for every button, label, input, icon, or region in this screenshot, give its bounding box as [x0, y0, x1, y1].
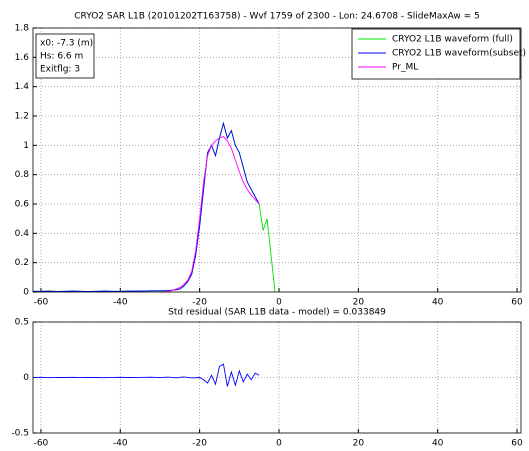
- annotation: Exitflg: 3: [40, 65, 80, 75]
- x-tick-label: -60: [34, 439, 49, 448]
- annotation-box: [35, 33, 95, 79]
- annotation: x0: -7.3 (m): [40, 39, 93, 49]
- x-tick-label: 40: [432, 298, 444, 308]
- legend-label: CRYO2 L1B waveform(subset): [392, 49, 526, 59]
- x-tick-label: -40: [113, 439, 128, 448]
- series-line: [33, 121, 260, 292]
- y-tick-label: 0.5: [15, 318, 29, 328]
- legend-box: [351, 28, 521, 80]
- y-tick-label: 0.4: [15, 229, 30, 239]
- chart-title: Std residual (SAR L1B data - model) = 0.…: [168, 308, 386, 318]
- series-line: [32, 363, 260, 387]
- y-tick-label: 0.2: [15, 258, 29, 268]
- y-tick-label: -0.5: [11, 429, 29, 439]
- x-tick-label: -20: [192, 298, 207, 308]
- y-tick-label: 1: [23, 141, 29, 151]
- chart-title: CRYO2 SAR L1B (20101202T163758) - Wvf 17…: [74, 12, 480, 22]
- x-tick-label: 60: [511, 439, 523, 448]
- x-tick-label: 20: [353, 298, 365, 308]
- x-tick-label: -60: [34, 298, 49, 308]
- x-tick-label: -40: [113, 298, 128, 308]
- x-tick-label: -20: [192, 439, 207, 448]
- y-tick-label: 0.6: [15, 200, 30, 210]
- x-tick-label: 0: [276, 298, 282, 308]
- axes-box: [32, 27, 522, 293]
- y-tick-label: 1.4: [15, 82, 30, 92]
- y-tick-label: 0: [23, 288, 29, 298]
- x-tick-label: 0: [276, 439, 282, 448]
- x-tick-label: 60: [511, 298, 523, 308]
- y-tick-label: 0.8: [15, 170, 30, 180]
- legend-label: Pr_ML: [392, 63, 418, 73]
- x-tick-label: 40: [432, 439, 444, 448]
- y-tick-label: 1.8: [15, 24, 30, 34]
- y-tick-label: 1.6: [15, 53, 30, 63]
- series-line: [159, 136, 260, 293]
- y-tick-label: 1.2: [15, 112, 29, 122]
- axes-box: [32, 321, 522, 434]
- x-tick-label: 20: [353, 439, 365, 448]
- annotation: Hs: 6.6 m: [40, 52, 83, 62]
- legend-label: CRYO2 L1B waveform (full): [392, 35, 513, 45]
- y-tick-label: 0: [23, 373, 29, 383]
